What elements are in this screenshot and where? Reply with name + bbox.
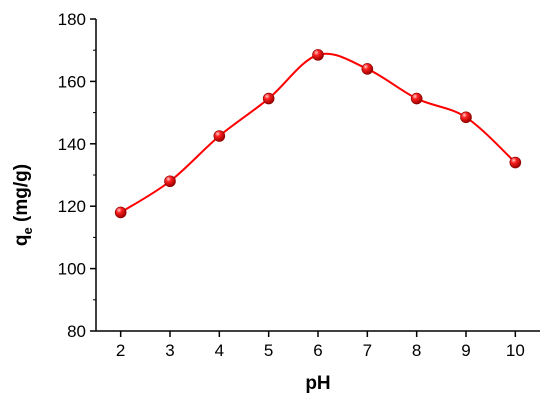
data-point <box>460 111 472 124</box>
data-point <box>114 206 127 219</box>
data-point <box>361 63 374 75</box>
data-point <box>509 156 522 169</box>
data-point <box>410 92 423 105</box>
y-tick-label: 80 <box>67 322 86 341</box>
x-tick-label: 9 <box>461 341 470 360</box>
y-axis-title: qe (mg/g) <box>11 164 35 246</box>
x-tick-label: 2 <box>116 341 125 360</box>
data-point <box>312 49 324 61</box>
x-tick-label: 8 <box>412 341 421 360</box>
data-points <box>114 49 522 219</box>
y-axis-ticks: 80 100 120 140 160 180 <box>58 10 96 341</box>
x-tick-label: 4 <box>215 341 224 360</box>
y-tick-label: 140 <box>58 135 86 154</box>
data-point <box>213 130 226 142</box>
y-tick-label: 120 <box>58 197 86 216</box>
x-axis-title: pH <box>305 373 330 394</box>
x-tick-label: 5 <box>264 341 273 360</box>
x-axis-ticks: 2 3 4 5 6 7 8 9 10 <box>116 331 525 360</box>
y-tick-label: 160 <box>58 72 86 91</box>
x-tick-label: 10 <box>506 341 525 360</box>
x-tick-label: 6 <box>313 341 322 360</box>
y-tick-label: 180 <box>58 10 86 29</box>
y-tick-label: 100 <box>58 260 86 279</box>
x-tick-label: 3 <box>165 341 174 360</box>
data-point <box>164 175 176 188</box>
data-point <box>262 92 275 105</box>
x-tick-label: 7 <box>363 341 372 360</box>
series-fit-line <box>120 52 517 214</box>
